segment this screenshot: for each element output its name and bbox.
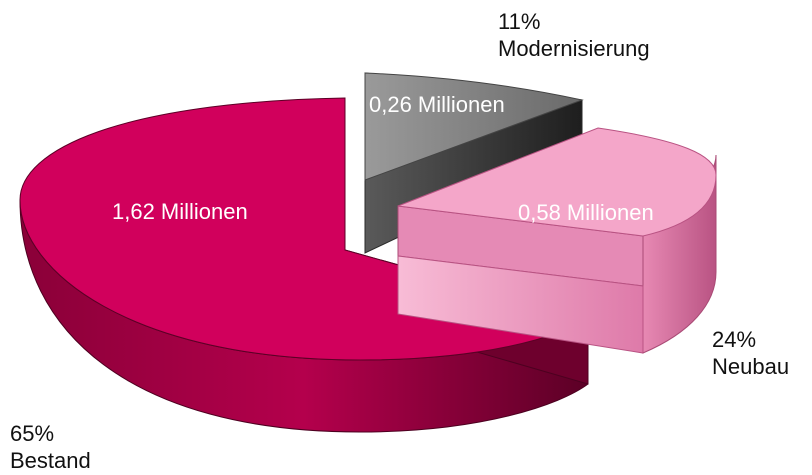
label-modernisierung: 11% Modernisierung: [498, 8, 650, 62]
slice-neubau: 0,58 Millionen: [397, 127, 717, 354]
label-bestand-percent: 65%: [10, 421, 55, 446]
label-neubau-name: Neubau: [712, 354, 790, 379]
slice-modernisierung-top: [364, 72, 584, 181]
slice-modernisierung-value-label: 0,26 Millionen: [369, 92, 505, 117]
slice-bestand-value-label: 1,62 Millionen: [112, 199, 248, 224]
label-modernisierung-name: Modernisierung: [498, 36, 650, 61]
label-bestand: 65% Bestand: [10, 420, 91, 474]
label-neubau-percent: 24%: [712, 327, 757, 352]
label-neubau: 24% Neubau: [712, 326, 789, 380]
slice-neubau-top: [397, 127, 717, 237]
label-modernisierung-percent: 11%: [498, 9, 541, 34]
slice-neubau-face: [397, 255, 644, 354]
label-bestand-name: Bestand: [10, 448, 91, 473]
slice-neubau-value-label: 0,58 Millionen: [518, 200, 654, 225]
